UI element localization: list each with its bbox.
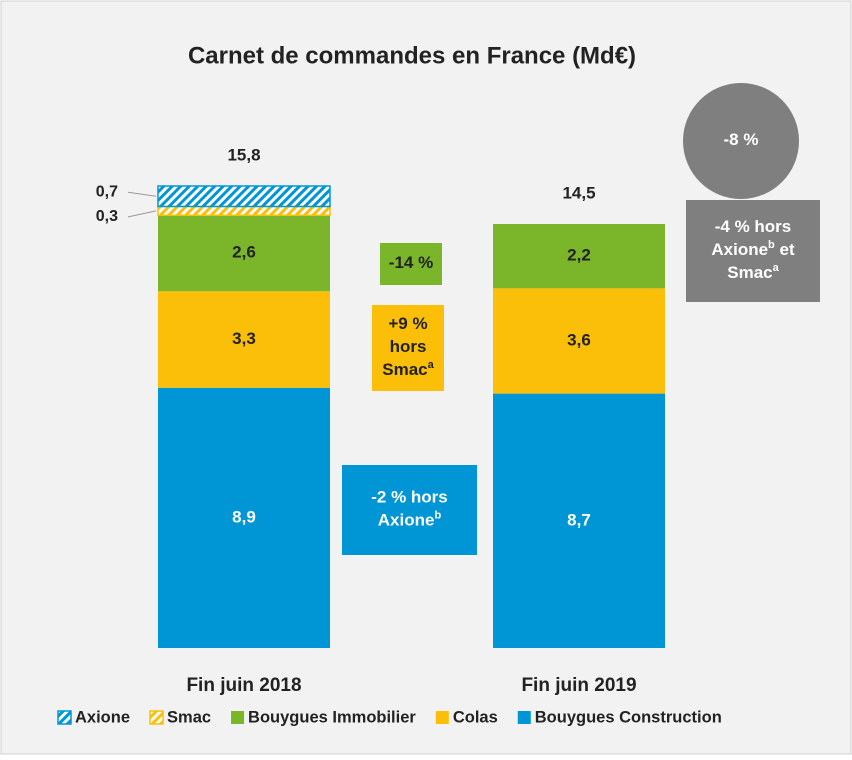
legend-label: Smac bbox=[167, 708, 211, 726]
annotation-part: Smac bbox=[382, 360, 427, 379]
annotation-sup: a bbox=[428, 359, 435, 371]
annotation-text: -14 % bbox=[389, 253, 433, 272]
annotation-text: Axioneb bbox=[378, 509, 442, 530]
annotation-box bbox=[686, 200, 820, 302]
bar-segment bbox=[158, 215, 330, 292]
annotation-sup: a bbox=[773, 262, 780, 274]
annotation-circle bbox=[683, 83, 799, 199]
legend-swatch bbox=[517, 711, 531, 724]
legend-label: Bouygues Immobilier bbox=[248, 708, 416, 726]
bar-segment bbox=[158, 387, 330, 648]
legend-label: Colas bbox=[453, 708, 498, 726]
value-label: 3,6 bbox=[567, 330, 591, 349]
bar-segment bbox=[493, 288, 665, 394]
chart-title: Carnet de commandes en France (Md€) bbox=[188, 42, 636, 69]
legend-swatch bbox=[149, 710, 164, 725]
annotation-text: -2 % hors bbox=[371, 488, 448, 507]
leader-line bbox=[127, 191, 157, 197]
annotation-text: Smaca bbox=[382, 359, 434, 380]
value-label: 8,7 bbox=[567, 510, 591, 529]
annotation-box bbox=[342, 465, 477, 555]
annotation-text: -4 % hors bbox=[715, 217, 792, 236]
annotation-sup: b bbox=[768, 239, 775, 251]
value-label: 8,9 bbox=[232, 507, 256, 526]
bar-segment bbox=[157, 205, 331, 216]
annotation-text: +9 % bbox=[388, 314, 427, 333]
annotation-text: Axioneb et bbox=[711, 239, 795, 260]
value-label: 0,3 bbox=[96, 208, 118, 225]
bar-segment bbox=[493, 393, 665, 648]
total-label: 14,5 bbox=[562, 183, 595, 202]
annotation-part: et bbox=[775, 240, 795, 259]
value-label: 3,3 bbox=[232, 329, 256, 348]
legend-swatch bbox=[231, 711, 245, 724]
annotation-part: -8 % bbox=[724, 130, 759, 149]
annotation-part: hors bbox=[390, 337, 427, 356]
legend-swatch bbox=[435, 711, 449, 724]
annotation-part: Axione bbox=[378, 511, 435, 530]
value-label: 0,7 bbox=[96, 183, 118, 200]
annotation-text: Smaca bbox=[727, 262, 779, 283]
leader-line bbox=[127, 210, 157, 218]
x-tick-label: Fin juin 2019 bbox=[521, 675, 636, 696]
bar-segment bbox=[158, 291, 330, 388]
annotation-part: -14 % bbox=[389, 253, 433, 272]
annotation-part: Axione bbox=[711, 240, 768, 259]
annotation-part: Smac bbox=[727, 263, 772, 282]
legend-label: Bouygues Construction bbox=[535, 708, 722, 726]
annotation-text: -8 % bbox=[724, 130, 759, 149]
annotation-sup: b bbox=[434, 509, 441, 521]
annotation-box bbox=[372, 305, 444, 391]
annotation-part: +9 % bbox=[388, 314, 427, 333]
total-label: 15,8 bbox=[227, 145, 260, 164]
value-label: 2,6 bbox=[232, 243, 256, 262]
bar-segment bbox=[157, 185, 331, 208]
value-label: 2,2 bbox=[567, 246, 591, 265]
legend-swatch bbox=[57, 710, 72, 725]
annotation-box bbox=[380, 243, 442, 285]
annotation-part: -2 % hors bbox=[371, 488, 448, 507]
legend-label: Axione bbox=[75, 708, 130, 726]
bar-segment bbox=[493, 224, 665, 289]
annotation-text: hors bbox=[390, 337, 427, 356]
annotation-part: -4 % hors bbox=[715, 217, 792, 236]
x-tick-label: Fin juin 2018 bbox=[186, 675, 301, 696]
